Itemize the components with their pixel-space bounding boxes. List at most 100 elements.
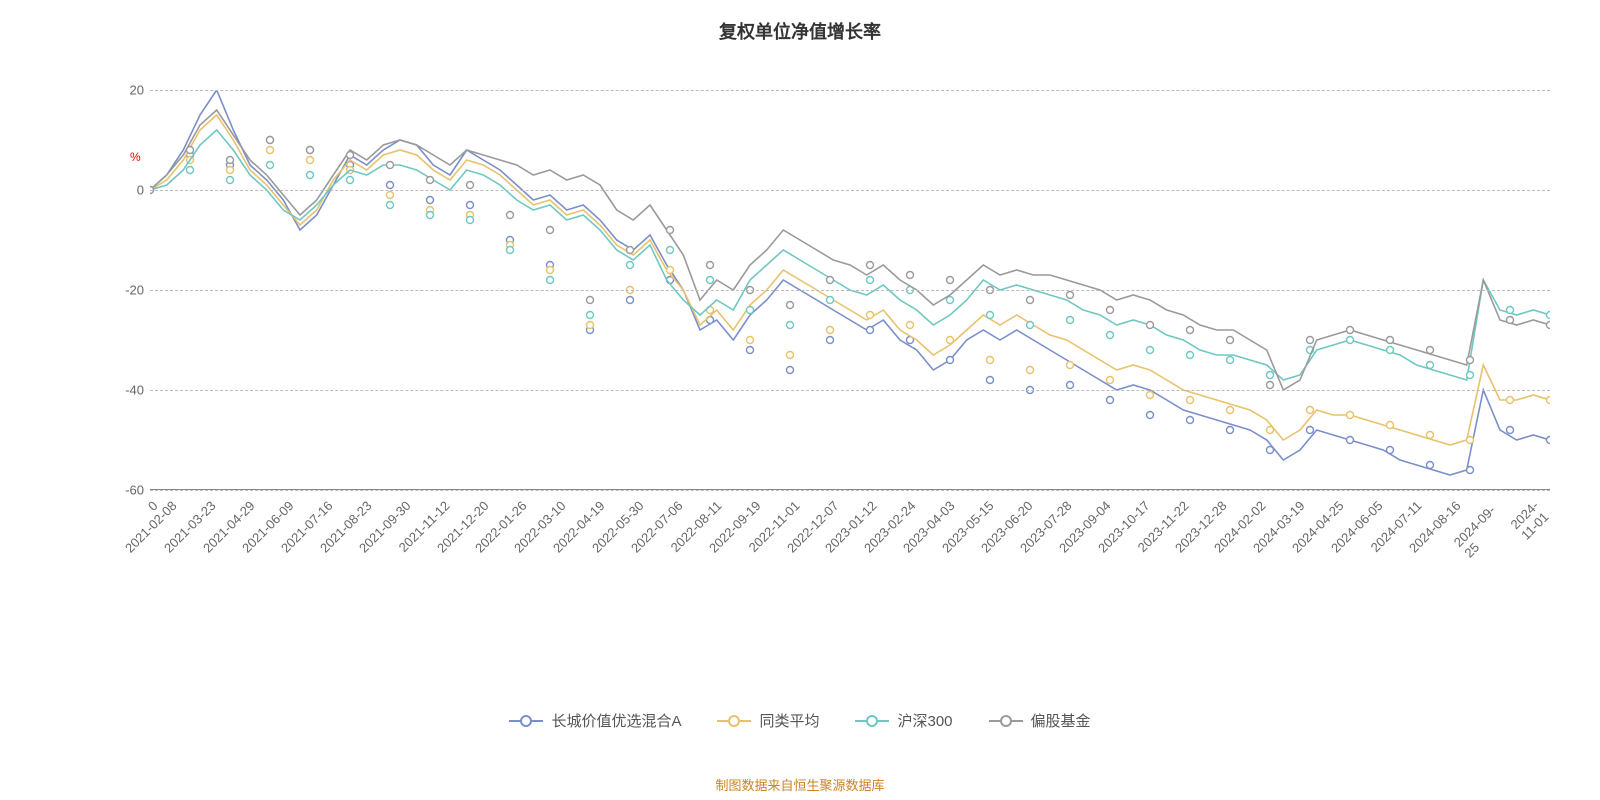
- series-marker: [1107, 332, 1114, 339]
- series-marker: [1347, 437, 1354, 444]
- series-marker: [1267, 382, 1274, 389]
- series-marker: [787, 352, 794, 359]
- series-marker: [747, 337, 754, 344]
- series-marker: [587, 297, 594, 304]
- series-marker: [1187, 397, 1194, 404]
- series-marker: [1067, 292, 1074, 299]
- series-line: [150, 90, 1550, 475]
- series-marker: [1187, 327, 1194, 334]
- y-tick-label: 20: [130, 83, 150, 98]
- series-marker: [1307, 337, 1314, 344]
- gridline: [150, 390, 1550, 391]
- series-marker: [827, 337, 834, 344]
- series-marker: [1107, 377, 1114, 384]
- series-marker: [1547, 437, 1551, 444]
- series-marker: [1267, 447, 1274, 454]
- series-marker: [227, 177, 234, 184]
- series-marker: [1227, 337, 1234, 344]
- series-marker: [1467, 437, 1474, 444]
- series-marker: [907, 272, 914, 279]
- gridline: [150, 490, 1550, 491]
- series-marker: [1467, 357, 1474, 364]
- series-marker: [987, 357, 994, 364]
- series-marker: [507, 212, 514, 219]
- series-marker: [547, 277, 554, 284]
- series-marker: [1027, 367, 1034, 374]
- series-marker: [507, 247, 514, 254]
- series-marker: [1427, 362, 1434, 369]
- series-marker: [587, 312, 594, 319]
- series-marker: [1387, 347, 1394, 354]
- y-tick-label: -60: [125, 483, 150, 498]
- gridline: [150, 90, 1550, 91]
- gridline: [150, 190, 1550, 191]
- legend-label: 偏股基金: [1031, 710, 1091, 731]
- series-marker: [267, 162, 274, 169]
- series-marker: [1147, 347, 1154, 354]
- series-marker: [1067, 362, 1074, 369]
- series-marker: [227, 167, 234, 174]
- series-marker: [427, 212, 434, 219]
- legend-item: 沪深300: [855, 710, 952, 731]
- series-marker: [587, 322, 594, 329]
- series-marker: [1467, 467, 1474, 474]
- series-marker: [827, 277, 834, 284]
- series-marker: [1547, 312, 1551, 319]
- series-marker: [547, 267, 554, 274]
- series-marker: [1067, 382, 1074, 389]
- series-marker: [347, 177, 354, 184]
- series-marker: [1107, 307, 1114, 314]
- series-line: [150, 115, 1550, 445]
- series-marker: [627, 297, 634, 304]
- legend-swatch: [855, 714, 889, 728]
- series-marker: [347, 152, 354, 159]
- series-marker: [947, 337, 954, 344]
- series-line: [150, 110, 1550, 390]
- series-marker: [627, 262, 634, 269]
- series-marker: [1347, 412, 1354, 419]
- series-marker: [667, 247, 674, 254]
- series-marker: [307, 147, 314, 154]
- series-marker: [1147, 412, 1154, 419]
- series-marker: [1387, 422, 1394, 429]
- series-marker: [1147, 322, 1154, 329]
- series-marker: [1267, 372, 1274, 379]
- series-marker: [547, 227, 554, 234]
- series-marker: [1507, 427, 1514, 434]
- series-marker: [1107, 397, 1114, 404]
- series-marker: [227, 157, 234, 164]
- series-marker: [1507, 307, 1514, 314]
- series-marker: [307, 157, 314, 164]
- series-marker: [387, 162, 394, 169]
- y-tick-label: -40: [125, 383, 150, 398]
- series-marker: [1187, 417, 1194, 424]
- x-tick-label: 2024-11-01: [1507, 498, 1552, 543]
- series-marker: [1027, 322, 1034, 329]
- legend-item: 偏股基金: [989, 710, 1091, 731]
- legend-swatch: [509, 714, 543, 728]
- series-marker: [267, 137, 274, 144]
- legend-swatch: [989, 714, 1023, 728]
- series-marker: [747, 307, 754, 314]
- series-marker: [947, 297, 954, 304]
- series-marker: [947, 277, 954, 284]
- series-marker: [387, 182, 394, 189]
- legend-label: 长城价值优选混合A: [551, 710, 681, 731]
- series-marker: [1427, 432, 1434, 439]
- series-line: [150, 130, 1550, 380]
- plot-area: -60-40-2002002021-02-082021-03-232021-04…: [150, 90, 1550, 490]
- series-marker: [867, 312, 874, 319]
- chart-title: 复权单位净值增长率: [0, 18, 1600, 44]
- series-marker: [1027, 297, 1034, 304]
- series-marker: [867, 327, 874, 334]
- chart-footer: 制图数据来自恒生聚源数据库: [0, 775, 1600, 794]
- series-marker: [1467, 372, 1474, 379]
- series-marker: [1307, 427, 1314, 434]
- series-marker: [1547, 322, 1551, 329]
- legend-item: 长城价值优选混合A: [509, 710, 681, 731]
- gridline: [150, 290, 1550, 291]
- series-marker: [1147, 392, 1154, 399]
- series-marker: [627, 247, 634, 254]
- series-marker: [787, 322, 794, 329]
- series-marker: [1507, 397, 1514, 404]
